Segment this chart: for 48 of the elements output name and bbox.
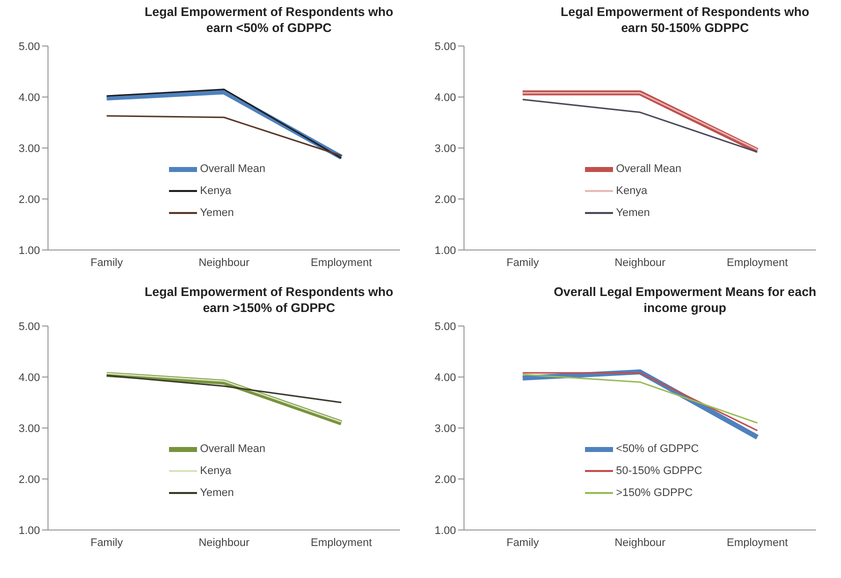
legend-label: Overall Mean xyxy=(616,162,682,177)
legend-label: <50% of GDPPC xyxy=(616,442,699,457)
y-tick-label: 4.00 xyxy=(434,92,456,104)
y-tick-label: 5.00 xyxy=(434,40,456,53)
x-tick-label: Neighbour xyxy=(614,536,666,549)
x-tick-label: Family xyxy=(90,536,124,549)
y-tick-label: 3.00 xyxy=(434,142,456,155)
y-tick-label: 4.00 xyxy=(18,372,40,384)
y-tick-label: 5.00 xyxy=(18,40,40,53)
y-tick-label: 3.00 xyxy=(434,422,456,435)
y-tick-label: 2.00 xyxy=(434,474,456,486)
legend-label: Kenya xyxy=(200,184,232,199)
chart-title: Legal Empowerment of Respondents who earn >150% of GDPPC xyxy=(144,284,394,317)
legend-label: Kenya xyxy=(200,464,232,479)
y-tick-label: 4.00 xyxy=(434,372,456,384)
legend-label: Yemen xyxy=(200,206,234,221)
y-tick-label: 2.00 xyxy=(434,194,456,206)
chart-title: Overall Legal Empowerment Means for each income group xyxy=(552,284,818,317)
x-tick-label: Family xyxy=(90,256,124,269)
legend-label: >150% GDPPC xyxy=(616,486,693,501)
y-tick-label: 3.00 xyxy=(18,422,40,435)
x-tick-label: Family xyxy=(506,256,540,269)
y-tick-label: 1.00 xyxy=(434,244,456,257)
y-tick-label: 2.00 xyxy=(18,194,40,206)
chart-title: Legal Empowerment of Respondents who earn <50% of GDPPC xyxy=(144,4,394,37)
x-tick-label: Employment xyxy=(310,256,372,269)
legend-label: Overall Mean xyxy=(200,442,266,457)
chart-title: Legal Empowerment of Respondents who earn 50-150% GDPPC xyxy=(560,4,810,37)
x-tick-label: Employment xyxy=(726,256,788,269)
legend-label: Kenya xyxy=(616,184,648,199)
y-tick-label: 1.00 xyxy=(434,524,456,537)
y-tick-label: 2.00 xyxy=(18,474,40,486)
y-tick-label: 4.00 xyxy=(18,92,40,104)
x-tick-label: Neighbour xyxy=(198,536,250,549)
y-tick-label: 1.00 xyxy=(18,244,40,257)
x-tick-label: Employment xyxy=(726,536,788,549)
y-tick-label: 5.00 xyxy=(18,320,40,333)
y-tick-label: 1.00 xyxy=(18,524,40,537)
legend-label: Overall Mean xyxy=(200,162,266,177)
y-tick-label: 3.00 xyxy=(18,142,40,155)
x-tick-label: Employment xyxy=(310,536,372,549)
x-tick-label: Neighbour xyxy=(614,256,666,269)
legend-label: 50-150% GDPPC xyxy=(616,464,702,479)
x-tick-label: Neighbour xyxy=(198,256,250,269)
y-tick-label: 5.00 xyxy=(434,320,456,333)
x-tick-label: Family xyxy=(506,536,540,549)
legend-label: Yemen xyxy=(200,486,234,501)
legend-label: Yemen xyxy=(616,206,650,221)
